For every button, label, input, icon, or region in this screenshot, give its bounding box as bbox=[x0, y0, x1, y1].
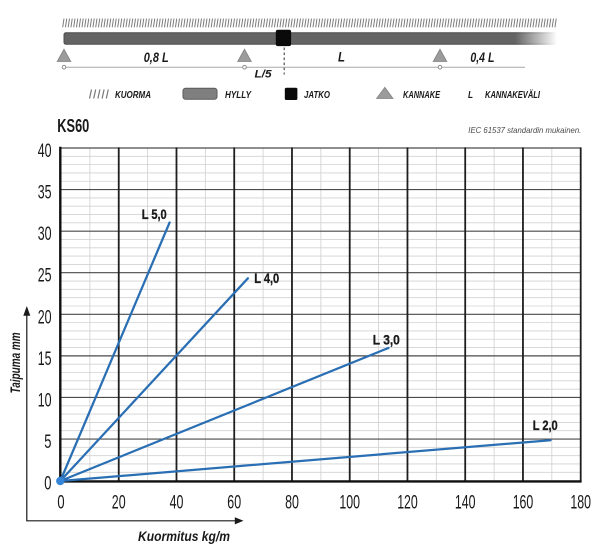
svg-text:L/5: L/5 bbox=[255, 69, 273, 81]
svg-text:KANNAKE: KANNAKE bbox=[403, 90, 440, 101]
svg-text:180: 180 bbox=[570, 493, 591, 514]
svg-text:0,8 L: 0,8 L bbox=[144, 49, 169, 65]
svg-text:L 2,0: L 2,0 bbox=[533, 417, 558, 433]
svg-text:5: 5 bbox=[44, 432, 51, 453]
svg-text:Taipuma mm: Taipuma mm bbox=[8, 332, 23, 393]
svg-text:30: 30 bbox=[38, 224, 52, 245]
svg-text:0,4 L: 0,4 L bbox=[470, 49, 494, 65]
svg-text:HYLLY: HYLLY bbox=[225, 90, 252, 101]
svg-text:0: 0 bbox=[44, 474, 51, 495]
svg-text:KANNAKEVÄLI: KANNAKEVÄLI bbox=[485, 88, 540, 101]
svg-text:KUORMA: KUORMA bbox=[115, 90, 151, 101]
svg-text:L 3,0: L 3,0 bbox=[373, 331, 400, 347]
svg-text:Kuormitus kg/m: Kuormitus kg/m bbox=[138, 529, 230, 544]
svg-text:20: 20 bbox=[38, 307, 52, 328]
svg-text:80: 80 bbox=[285, 493, 299, 514]
svg-text:40: 40 bbox=[38, 141, 52, 162]
svg-text:IEC 61537 standardin mukainen.: IEC 61537 standardin mukainen. bbox=[468, 125, 581, 135]
svg-text:10: 10 bbox=[38, 391, 52, 412]
svg-text:100: 100 bbox=[339, 493, 360, 514]
svg-text:L 5,0: L 5,0 bbox=[142, 206, 167, 222]
svg-text:35: 35 bbox=[38, 183, 52, 204]
svg-text:60: 60 bbox=[227, 493, 241, 514]
svg-text:20: 20 bbox=[112, 493, 126, 514]
svg-text:L: L bbox=[338, 49, 345, 65]
svg-text:0: 0 bbox=[57, 493, 64, 514]
svg-text:L 4,0: L 4,0 bbox=[254, 270, 279, 286]
svg-text:15: 15 bbox=[38, 349, 52, 370]
svg-text:25: 25 bbox=[38, 266, 52, 287]
svg-text:120: 120 bbox=[397, 493, 418, 514]
svg-text:L: L bbox=[468, 90, 473, 101]
svg-text:KS60: KS60 bbox=[57, 116, 89, 136]
svg-text:JATKO: JATKO bbox=[304, 90, 330, 101]
svg-text:140: 140 bbox=[455, 493, 476, 514]
svg-text:40: 40 bbox=[170, 493, 184, 514]
svg-text:160: 160 bbox=[513, 493, 534, 514]
